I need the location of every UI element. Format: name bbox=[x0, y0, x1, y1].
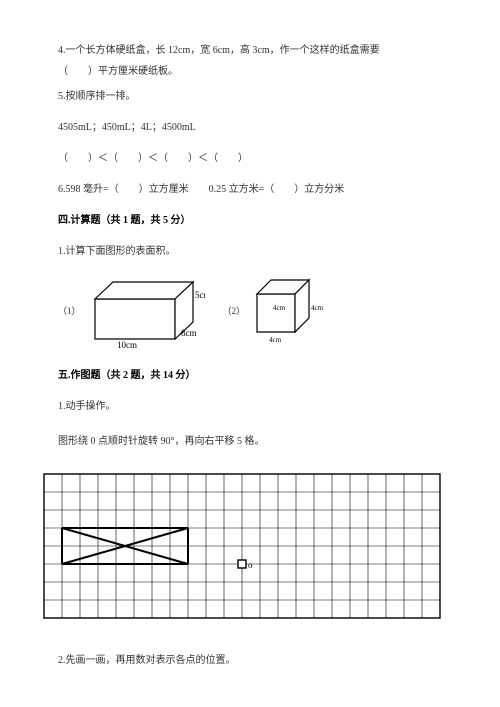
cube-label: （2） bbox=[223, 304, 246, 319]
cuboid-label: （1） bbox=[58, 304, 81, 319]
grid-diagram: o bbox=[38, 468, 456, 626]
s5q1-desc: 图形绕 0 点顺时针旋转 90°，再向右平移 5 格。 bbox=[58, 433, 442, 450]
cube-s1-text: 4cm bbox=[273, 304, 286, 312]
cuboid-w-text: 8cm bbox=[181, 328, 197, 338]
q4-line2: （ ）平方厘米硬纸板。 bbox=[58, 63, 442, 80]
svg-text:o: o bbox=[248, 560, 253, 570]
cuboid-l-text: 10cm bbox=[117, 340, 137, 349]
cuboid-diagram: 5cm 8cm 10cm bbox=[85, 274, 205, 349]
section4-heading: 四.计算题（共 1 题，共 5 分） bbox=[58, 212, 442, 229]
cube-s2-text: 4cm bbox=[311, 304, 324, 312]
section5-heading: 五.作图题（共 2 题，共 14 分） bbox=[58, 367, 442, 384]
diagram-row: （1） 5cm 8cm 10cm （2） 4cm 4cm 4cm bbox=[58, 274, 442, 349]
cube-s3-text: 4cm bbox=[269, 336, 282, 344]
grid-wrap: o bbox=[38, 468, 442, 626]
q6: 6.598 毫升=（ ）立方厘米 0.25 立方米=（ ）立方分米 bbox=[58, 181, 442, 198]
s5q2: 2.先画一画，再用数对表示各点的位置。 bbox=[58, 652, 442, 669]
s5q1: 1.动手操作。 bbox=[58, 398, 442, 415]
q5-values: 4505mL；450mL；4L；4500mL bbox=[58, 119, 442, 136]
q4-line1: 4.一个长方体硬纸盒，长 12cm，宽 6cm，高 3cm，作一个这样的纸盒需要 bbox=[58, 42, 442, 59]
s4q1: 1.计算下面图形的表面积。 bbox=[58, 243, 442, 260]
q5-prompt: 5.按顺序排一排。 bbox=[58, 88, 442, 105]
q5-blanks: （ ）＜（ ）＜（ ）＜（ ） bbox=[58, 150, 442, 167]
cuboid-h-text: 5cm bbox=[195, 290, 205, 300]
cube-diagram: 4cm 4cm 4cm bbox=[249, 274, 329, 349]
